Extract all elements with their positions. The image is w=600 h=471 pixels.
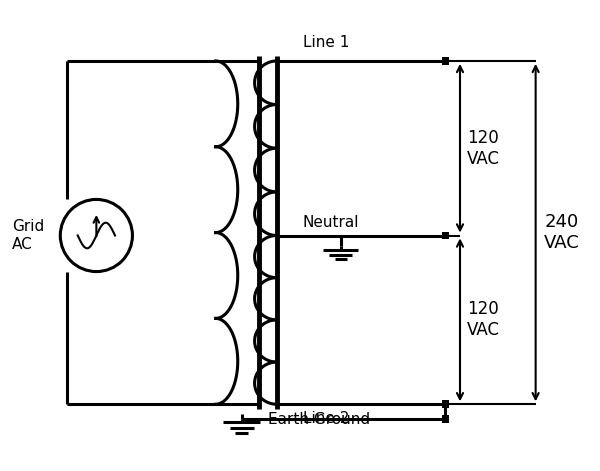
Bar — [442, 232, 449, 239]
Text: 120
VAC: 120 VAC — [467, 300, 500, 339]
Text: Neutral: Neutral — [303, 215, 359, 230]
Text: Grid
AC: Grid AC — [12, 219, 44, 252]
Bar — [442, 415, 449, 422]
Bar — [442, 400, 449, 408]
Text: Earth Ground: Earth Ground — [268, 413, 370, 427]
Bar — [442, 57, 449, 65]
Text: 120
VAC: 120 VAC — [467, 129, 500, 168]
Text: Line 2: Line 2 — [303, 411, 349, 426]
Text: 240
VAC: 240 VAC — [544, 213, 580, 252]
Text: Line 1: Line 1 — [303, 35, 349, 50]
